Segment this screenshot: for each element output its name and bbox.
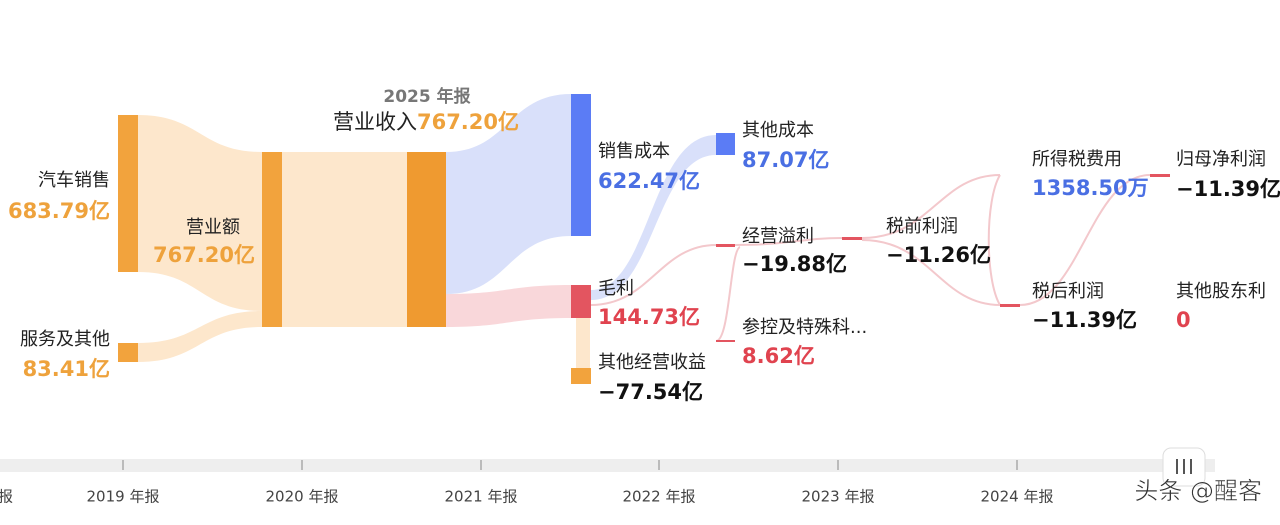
node-label: 其他经营收益: [598, 352, 706, 373]
timeline-label: 2022 年报: [623, 488, 696, 506]
node-value: −77.54亿: [598, 380, 703, 404]
node-label: 服务及其他: [20, 329, 110, 350]
timeline-label: 报: [0, 488, 13, 506]
node-label: 汽车销售: [38, 170, 110, 191]
node-value: 8.62亿: [742, 344, 815, 368]
node-bar: [407, 152, 446, 327]
header-title-text: 营业收入: [333, 110, 417, 134]
node-bar: [262, 152, 282, 327]
timeline-label: 2020 年报: [266, 488, 339, 506]
timeline-label: 2024 年报: [981, 488, 1054, 506]
flow: [282, 152, 407, 327]
node-value: 622.47亿: [598, 169, 700, 193]
timeline-track: [0, 459, 1215, 472]
node-value: −19.88亿: [742, 252, 847, 276]
node-label: 税前利润: [886, 216, 958, 237]
header-title: 营业收入767.20亿: [333, 110, 519, 134]
watermark: 头条 @醒客: [1134, 477, 1262, 505]
header-year: 2025 年报: [383, 86, 470, 107]
node-label: 营业额: [186, 217, 240, 238]
node-bar: [1150, 174, 1170, 177]
node-bar: [118, 343, 138, 362]
node-value: 1358.50万: [1032, 176, 1149, 200]
flow: [138, 115, 262, 311]
node-value: 144.73亿: [598, 305, 700, 329]
flow: [138, 311, 262, 362]
node-value: −11.39亿: [1032, 308, 1137, 332]
node-label: 归母净利润: [1176, 149, 1266, 170]
node-value: 767.20亿: [153, 243, 255, 267]
node-label: 参控及特殊科...: [742, 317, 867, 338]
header-amount: 767.20亿: [417, 110, 519, 134]
timeline-label: 2021 年报: [445, 488, 518, 506]
node-label: 其他股东利: [1176, 281, 1266, 302]
node-bar: [571, 285, 591, 318]
node-value: −11.39亿: [1176, 177, 1280, 201]
node-label: 毛利: [598, 278, 634, 299]
node-label: 所得税费用: [1032, 149, 1122, 170]
node-label: 其他成本: [742, 120, 814, 141]
flow-line: [590, 174, 1151, 342]
node-bar: [571, 368, 591, 384]
node-bar: [716, 340, 735, 342]
nodes: [118, 94, 1170, 384]
node-label: 销售成本: [598, 141, 670, 162]
node-bar: [571, 94, 591, 236]
node-bar: [716, 244, 735, 247]
node-value: 0: [1176, 308, 1191, 332]
node-bar: [1000, 304, 1020, 307]
node-bar: [118, 115, 138, 272]
node-bar: [716, 133, 735, 155]
timeline: 报 2019 年报 2020 年报 2021 年报 2022 年报 2023 年…: [0, 459, 1215, 506]
node-bar: [842, 237, 862, 240]
timeline-label: 2019 年报: [87, 488, 160, 506]
flow: [446, 285, 571, 327]
flow: [591, 135, 716, 300]
flow: [446, 94, 571, 294]
node-value: 683.79亿: [8, 199, 110, 223]
node-label: 经营溢利: [742, 226, 814, 247]
node-label: 税后利润: [1032, 281, 1104, 302]
menu-button[interactable]: [1162, 447, 1206, 487]
node-value: 83.41亿: [23, 357, 110, 381]
flow: [576, 318, 590, 368]
node-value: 87.07亿: [742, 148, 829, 172]
timeline-label: 2023 年报: [802, 488, 875, 506]
flows: [138, 94, 1151, 368]
node-value: −11.26亿: [886, 243, 991, 267]
